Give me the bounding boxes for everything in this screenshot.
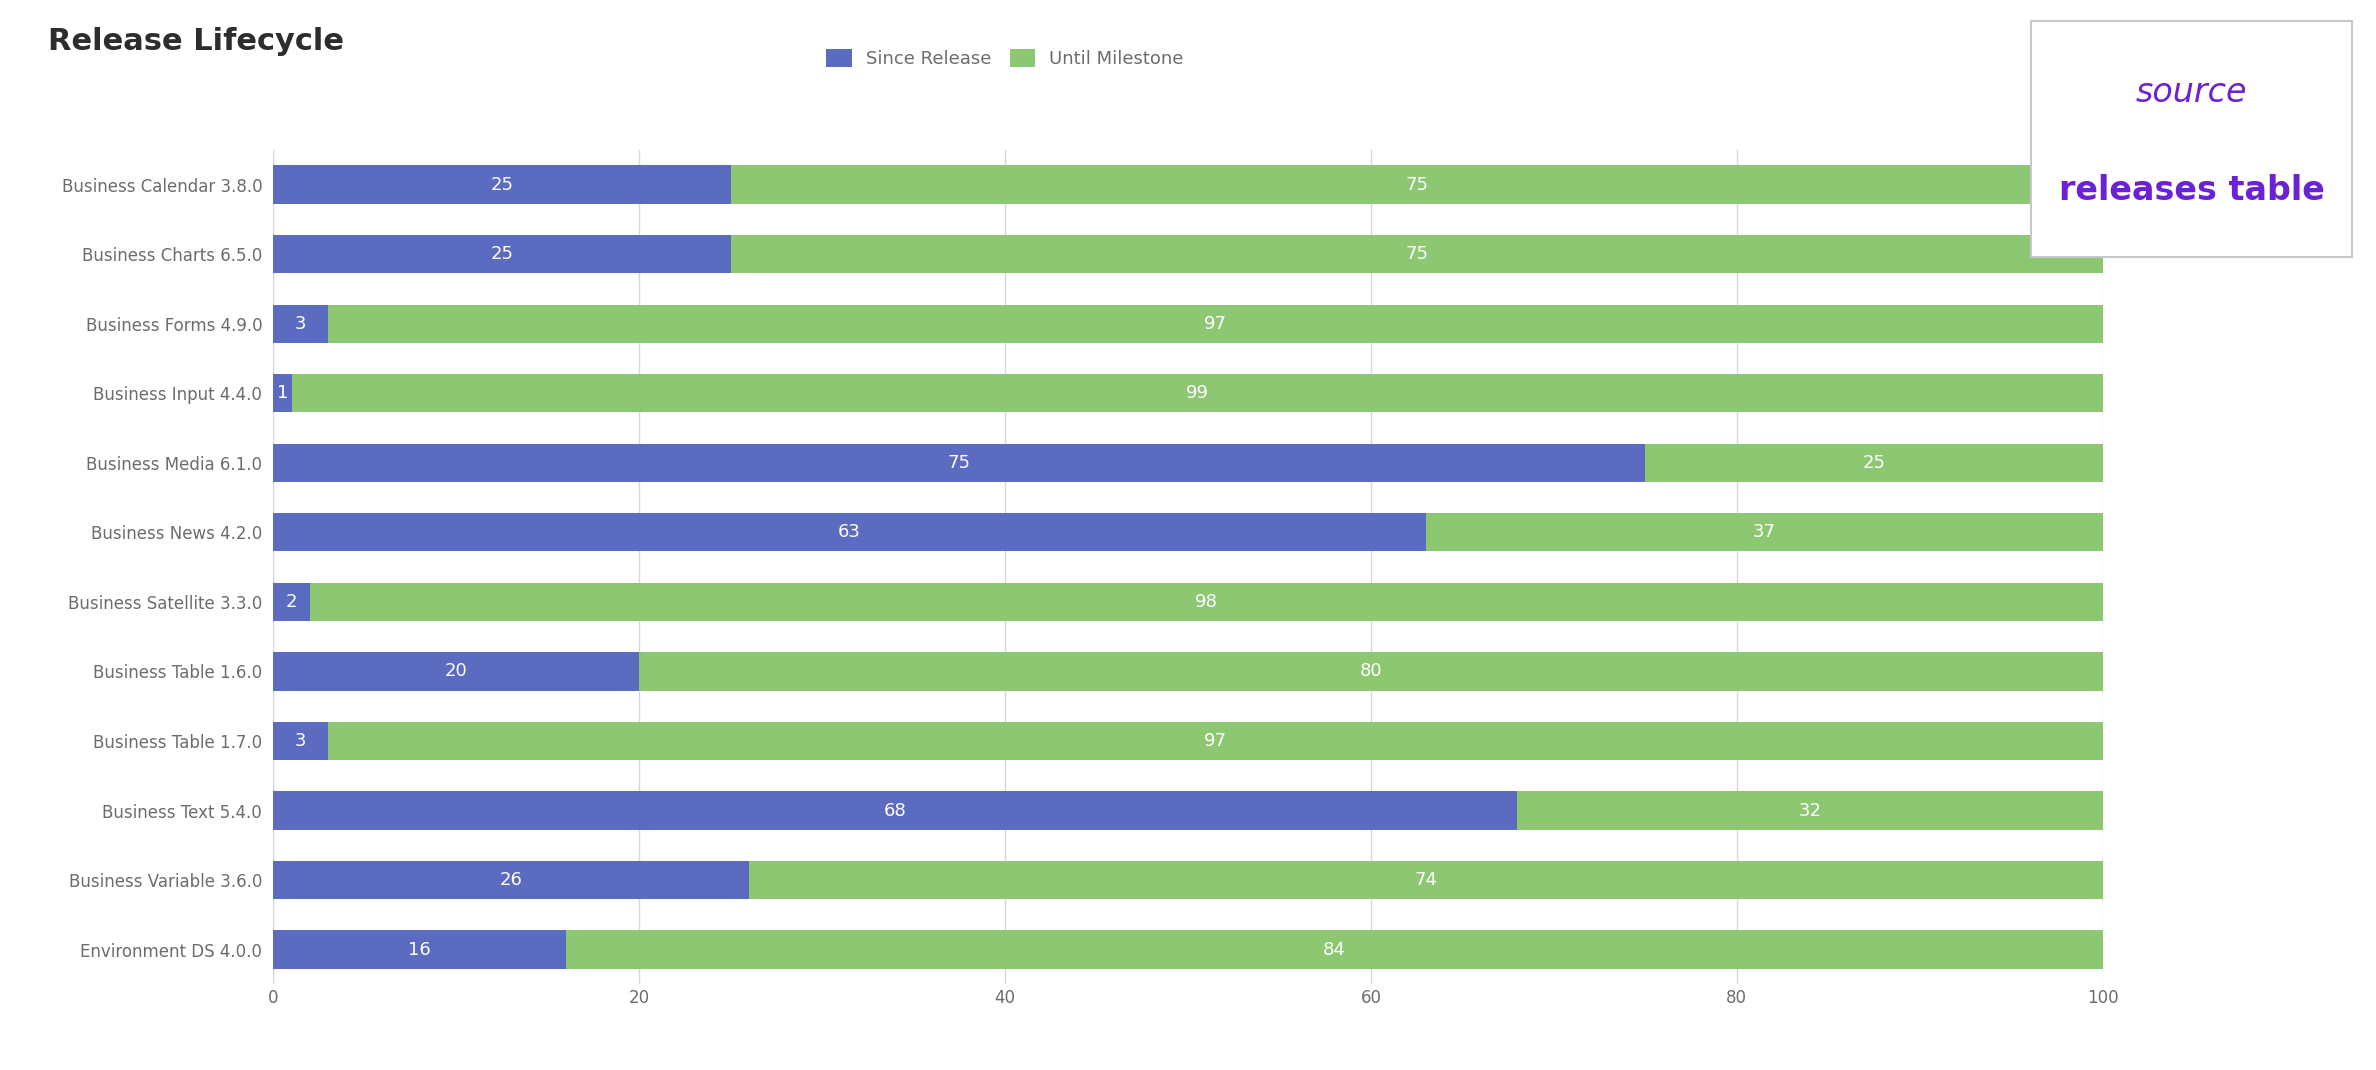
Text: 25: 25 bbox=[489, 245, 513, 263]
Text: 32: 32 bbox=[1799, 801, 1822, 820]
Bar bbox=[309, 583, 2103, 621]
Text: Release Lifecycle: Release Lifecycle bbox=[48, 27, 345, 56]
Bar bbox=[748, 861, 2103, 899]
Text: 74: 74 bbox=[1414, 871, 1437, 889]
Text: 84: 84 bbox=[1323, 941, 1345, 959]
Text: 98: 98 bbox=[1195, 593, 1219, 611]
Text: 80: 80 bbox=[1359, 662, 1383, 681]
Bar bbox=[273, 235, 732, 273]
Text: 75: 75 bbox=[1404, 175, 1428, 194]
Bar bbox=[273, 305, 328, 342]
Text: 68: 68 bbox=[884, 801, 908, 820]
Text: 25: 25 bbox=[489, 175, 513, 194]
Bar bbox=[1644, 444, 2103, 482]
Text: 3: 3 bbox=[295, 315, 307, 333]
Text: 25: 25 bbox=[1863, 454, 1887, 472]
Bar bbox=[732, 166, 2103, 203]
Bar bbox=[273, 792, 1518, 829]
Bar bbox=[273, 166, 732, 203]
Text: source: source bbox=[2136, 76, 2248, 108]
Text: 1: 1 bbox=[276, 384, 287, 402]
Text: 75: 75 bbox=[1404, 245, 1428, 263]
Bar bbox=[273, 514, 1426, 551]
Text: releases table: releases table bbox=[2060, 174, 2324, 208]
Bar bbox=[328, 305, 2103, 342]
Legend: Since Release, Until Milestone: Since Release, Until Milestone bbox=[820, 42, 1190, 75]
Text: 16: 16 bbox=[409, 941, 430, 959]
Bar bbox=[273, 444, 1644, 482]
Text: 99: 99 bbox=[1186, 384, 1209, 402]
Bar bbox=[273, 653, 639, 690]
Text: 3: 3 bbox=[295, 732, 307, 750]
Text: 63: 63 bbox=[839, 523, 860, 541]
Text: 20: 20 bbox=[444, 662, 468, 681]
Text: 97: 97 bbox=[1205, 315, 1226, 333]
Text: 2: 2 bbox=[285, 593, 297, 611]
Text: 75: 75 bbox=[948, 454, 972, 472]
Bar bbox=[1518, 792, 2103, 829]
Bar bbox=[273, 931, 565, 968]
Bar bbox=[328, 722, 2103, 760]
Bar bbox=[273, 722, 328, 760]
Text: 37: 37 bbox=[1753, 523, 1775, 541]
Bar bbox=[273, 374, 292, 412]
Bar bbox=[639, 653, 2103, 690]
Bar bbox=[273, 583, 309, 621]
Text: 97: 97 bbox=[1205, 732, 1226, 750]
Bar bbox=[1426, 514, 2103, 551]
Bar bbox=[273, 861, 748, 899]
Bar bbox=[565, 931, 2103, 968]
Bar bbox=[732, 235, 2103, 273]
Bar bbox=[292, 374, 2103, 412]
Text: 26: 26 bbox=[499, 871, 523, 889]
